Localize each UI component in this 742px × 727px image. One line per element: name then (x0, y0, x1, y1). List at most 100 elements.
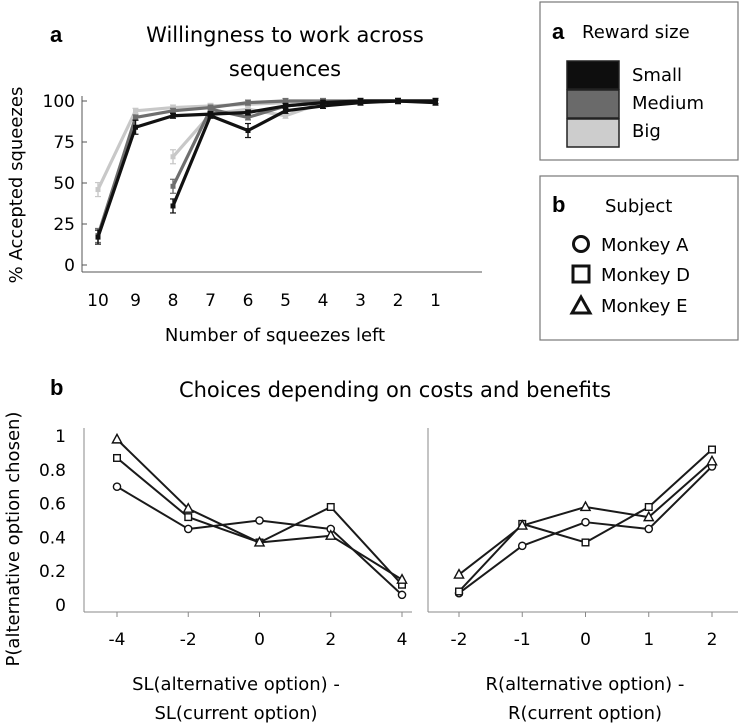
a-point (245, 128, 251, 134)
panel-b-left-x-label-line2: SL(current option) (154, 703, 317, 724)
a-point (320, 100, 326, 106)
panel-a-x-label: Number of squeezes left (165, 325, 385, 346)
panel-b-left-x-ticks: -4 -2 0 2 4 (109, 612, 408, 650)
legend-subject-title: Subject (605, 196, 672, 217)
a-point (245, 114, 251, 120)
a-point (170, 183, 176, 189)
legend-swatch-medium (566, 89, 620, 119)
b-marker-circle (517, 541, 527, 551)
a-point (133, 108, 138, 114)
b-series-monkey-e (111, 432, 408, 584)
b-line (458, 465, 713, 594)
b-marker-triangle (579, 500, 592, 512)
a-x-tick-label: 2 (393, 291, 404, 311)
b-x-tick-label: 0 (254, 630, 265, 650)
b-y-tick-label: 0.6 (39, 495, 66, 515)
b-x-tick-label: 2 (707, 630, 718, 650)
b-marker-triangle (324, 529, 337, 540)
b-y-tick-label: 0.8 (39, 461, 66, 481)
b-marker-circle (183, 524, 193, 534)
b-marker-square (184, 513, 193, 522)
a-point (433, 100, 438, 106)
a-point (95, 187, 101, 193)
panel-b-left-x-label-line1: SL(alternative option) - (132, 674, 340, 695)
panel-a-title-line1: Willingness to work across (146, 23, 424, 47)
a-x-tick-label: 4 (318, 291, 329, 311)
b-marker-circle (644, 524, 654, 534)
a-point (283, 113, 288, 119)
b-marker-circle (397, 590, 407, 600)
a-point (245, 100, 251, 106)
legend-label-medium: Medium (632, 93, 704, 114)
b-y-tick-label: 0 (55, 596, 66, 616)
a-point (208, 113, 213, 119)
a-line-small (171, 99, 436, 207)
panel-b-title: Choices depending on costs and benefits (179, 378, 611, 402)
legend-label-monkey-a: Monkey A (601, 235, 689, 256)
legend-label-monkey-d: Monkey D (601, 265, 690, 286)
a-point (208, 106, 213, 112)
a-point (245, 109, 251, 115)
panel-a-x-ticks: 10 9 8 7 6 5 4 3 2 1 (87, 291, 441, 311)
panel-b-right-x-label-line1: R(alternative option) - (486, 674, 685, 695)
b-marker-circle (581, 517, 590, 527)
a-x-tick-label: 7 (205, 291, 216, 311)
b-marker-circle (112, 482, 122, 492)
b-marker-triangle (706, 454, 718, 466)
a-y-tick-label: 25 (53, 215, 75, 235)
a-x-tick-label: 3 (355, 291, 366, 311)
b-x-tick-label: 2 (325, 630, 336, 650)
a-x-tick-label: 8 (168, 291, 179, 311)
b-y-tick-label: 1 (55, 427, 66, 447)
b-y-tick-label: 0.4 (39, 528, 66, 548)
panel-a-title-line2: sequences (229, 57, 341, 81)
legend-reward-size: a Reward size Small Medium Big (539, 1, 739, 161)
b-x-tick-label: 4 (397, 630, 408, 650)
a-y-tick-label: 100 (43, 92, 75, 112)
panel-b-right-x-ticks: -2 -1 0 1 2 (451, 612, 718, 650)
a-point (170, 108, 176, 114)
a-point (245, 106, 251, 112)
b-x-tick-label: -1 (514, 630, 531, 650)
panel-b-left-series (111, 432, 408, 600)
legend-triangle-marker (569, 293, 593, 315)
a-point (133, 114, 138, 120)
legend-square-marker (571, 264, 591, 284)
a-point (320, 103, 326, 109)
b-x-tick-label: -2 (180, 630, 197, 650)
panel-a-y-label: % Accepted squeezes (6, 87, 27, 284)
legend-label-monkey-e: Monkey E (601, 296, 688, 317)
panel-b-letter: b (50, 375, 63, 400)
a-x-tick-label: 5 (280, 291, 291, 311)
panel-b-right-x-label-line2: R(current option) (508, 703, 662, 724)
panel-a-y-ticks: 0 25 50 75 100 (43, 92, 87, 276)
legend-circle-marker (572, 235, 590, 253)
a-y-tick-label: 75 (53, 133, 75, 153)
a-y-tick-label: 0 (64, 256, 75, 276)
b-line (116, 438, 403, 581)
b-marker-circle (255, 516, 264, 525)
legend-subject: b Subject Monkey A Monkey D Monkey E (539, 175, 739, 341)
panel-b-y-label: P(alternative option chosen) (3, 412, 24, 667)
a-point (283, 98, 288, 104)
b-marker-triangle (396, 573, 408, 584)
a-point (133, 124, 138, 130)
b-marker-square (581, 538, 590, 547)
b-marker-square (644, 502, 653, 511)
b-marker-triangle (182, 502, 195, 513)
legend-swatch-small (566, 60, 620, 90)
panel-b-right-series (453, 445, 718, 598)
legend-reward-title: Reward size (582, 22, 690, 43)
b-marker-triangle (642, 510, 655, 522)
b-marker-square (708, 445, 717, 454)
panel-a-series (95, 97, 439, 245)
legend-label-small: Small (632, 65, 682, 86)
panel-a-chart: a Willingness to work across sequences 0… (6, 22, 482, 346)
legend-subject-letter: b (552, 192, 565, 217)
a-point (170, 203, 176, 209)
a-point (283, 108, 288, 114)
a-series-small (95, 97, 439, 245)
panel-b-chart: b Choices depending on costs and benefit… (3, 375, 738, 724)
a-point (358, 100, 363, 106)
